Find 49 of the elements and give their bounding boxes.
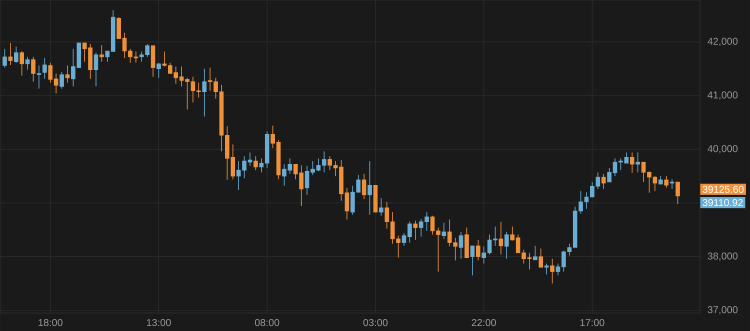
text: 39110.92 bbox=[702, 199, 743, 206]
candlestick bbox=[368, 160, 372, 216]
y-tick-label: 38,000 bbox=[708, 252, 738, 261]
candlestick bbox=[464, 227, 469, 258]
candlestick bbox=[150, 45, 156, 78]
x-tick-label: 18:00 bbox=[38, 319, 62, 326]
x-tick-label: 13:00 bbox=[146, 319, 171, 326]
candlestick bbox=[664, 176, 668, 188]
x-tick-label: 08:00 bbox=[254, 319, 280, 326]
candlestick bbox=[470, 245, 475, 276]
candlestick bbox=[2, 48, 7, 68]
candlestick bbox=[498, 221, 504, 255]
y-tick-label: 41,000 bbox=[708, 91, 738, 100]
candlestick bbox=[636, 152, 640, 173]
candlestick bbox=[544, 263, 549, 275]
candlestick bbox=[504, 232, 509, 260]
candlestick bbox=[25, 56, 30, 70]
candlestick bbox=[533, 245, 538, 260]
candlestick bbox=[100, 44, 104, 62]
candlestick bbox=[670, 178, 674, 190]
candlestick bbox=[31, 56, 36, 82]
x-tick-label: 22:00 bbox=[472, 319, 496, 326]
candlestick bbox=[538, 248, 544, 268]
candlestick bbox=[20, 50, 24, 76]
y-tick-label: 42,000 bbox=[708, 38, 738, 46]
candlestick bbox=[14, 46, 18, 64]
y-tick-label: 40,000 bbox=[708, 145, 738, 154]
x-tick-label: 17:00 bbox=[580, 319, 604, 326]
candlestick bbox=[36, 65, 42, 89]
candlestick bbox=[413, 220, 418, 240]
candlestick bbox=[442, 222, 446, 240]
candlestick bbox=[550, 258, 554, 284]
candlestick bbox=[676, 182, 680, 204]
candlestick bbox=[458, 232, 464, 260]
candlestick bbox=[94, 52, 98, 87]
candlestick bbox=[8, 42, 13, 66]
candlestick bbox=[630, 152, 634, 174]
candlestick bbox=[202, 68, 207, 117]
candlestick bbox=[476, 240, 480, 261]
candlestick bbox=[379, 198, 384, 216]
text: 39125.60 bbox=[702, 186, 744, 193]
candlestick bbox=[362, 174, 366, 200]
candlestick bbox=[601, 174, 606, 190]
y-tick-label: 37,000 bbox=[708, 306, 738, 314]
candlestick bbox=[60, 72, 64, 89]
candlestick bbox=[156, 62, 161, 78]
candlestick bbox=[42, 58, 47, 80]
candlestick bbox=[254, 156, 258, 171]
x-tick-label: 03:00 bbox=[363, 319, 388, 326]
